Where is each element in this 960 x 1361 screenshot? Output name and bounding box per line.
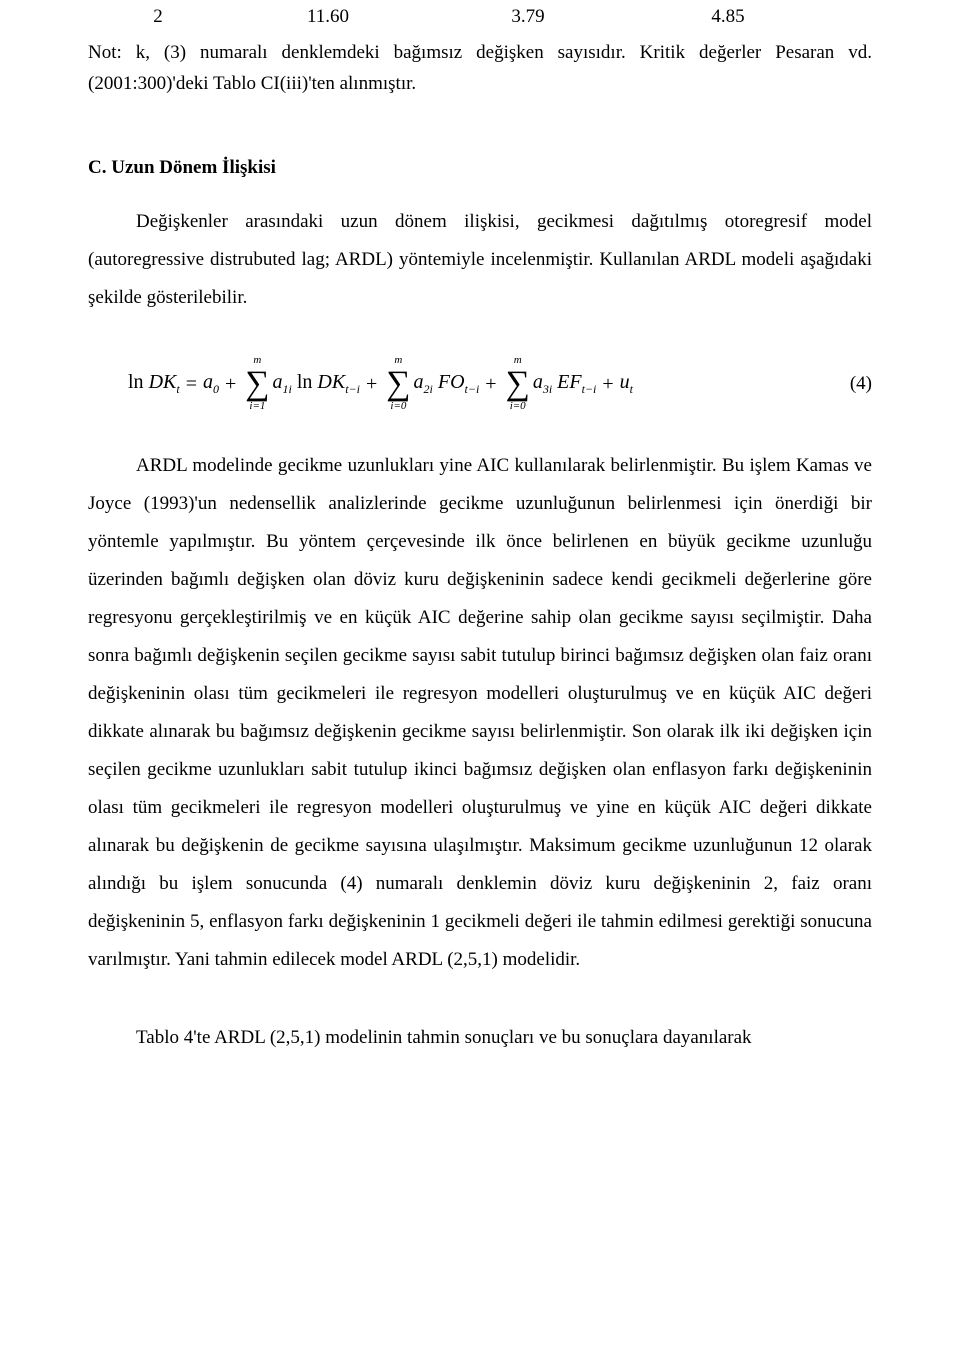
page: 2 11.60 3.79 4.85 Not: k, (3) numaralı d…: [0, 0, 960, 1361]
table-note: Not: k, (3) numaralı denklemdeki bağımsı…: [88, 38, 872, 99]
eq-sub-tmi-2: t−i: [465, 382, 480, 396]
eq-fo: FO: [438, 371, 465, 393]
eq-a2: a: [414, 371, 424, 393]
eq-plus-1: +: [225, 373, 236, 396]
table-cell-k: 2: [88, 2, 228, 32]
eq-term-3: a3i EFt−i: [533, 371, 597, 397]
eq-sub-tmi-1: t−i: [345, 382, 360, 396]
eq-plus-3: +: [485, 373, 496, 396]
table-row: 2 11.60 3.79 4.85: [88, 0, 872, 32]
eq-sub-2i: 2i: [424, 382, 433, 396]
eq-ef: EF: [557, 371, 581, 393]
eq-sub-1i: 1i: [283, 382, 292, 396]
main-paragraph: ARDL modelinde gecikme uzunlukları yine …: [88, 447, 872, 979]
eq-plus-2: +: [366, 373, 377, 396]
eq-dk: DK: [149, 371, 177, 393]
eq-sum2-bot: i=0: [390, 401, 406, 413]
eq-equals: =: [186, 373, 197, 396]
section-heading: C. Uzun Dönem İlişkisi: [88, 157, 872, 179]
tail-paragraph: Tablo 4'te ARDL (2,5,1) modelinin tahmin…: [88, 1019, 872, 1057]
eq-term-2: a2i FOt−i: [414, 371, 480, 397]
eq-u-sub: t: [630, 382, 633, 396]
intro-paragraph: Değişkenler arasındaki uzun dönem ilişki…: [88, 203, 872, 317]
eq-a1: a: [273, 371, 283, 393]
eq-part-lhs: ln DKt: [128, 371, 180, 397]
eq-sub-3i: 3i: [543, 382, 552, 396]
equation-number: (4): [850, 373, 872, 395]
table-cell-crithigh: 4.85: [628, 2, 828, 32]
eq-dk2: DK: [317, 371, 345, 393]
eq-a: a: [203, 371, 213, 393]
table-cell-fstat: 11.60: [228, 2, 428, 32]
eq-term-1: a1i ln DKt−i: [273, 371, 360, 397]
eq-ln-2: ln: [297, 371, 313, 393]
eq-a3: a: [533, 371, 543, 393]
eq-sum-3: m ∑ i=0: [506, 355, 530, 413]
eq-sum-2: m ∑ i=0: [386, 355, 410, 413]
eq-sub-t: t: [176, 382, 179, 396]
eq-u-sym: u: [620, 371, 630, 393]
equation: ln DKt = a0 + m ∑ i=1 a1i ln DKt−i +: [88, 349, 872, 419]
eq-sum-1: m ∑ i=1: [245, 355, 269, 413]
sigma-icon: ∑: [386, 367, 410, 401]
eq-sub-tmi-3: t−i: [582, 382, 597, 396]
eq-sum1-bot: i=1: [249, 401, 265, 413]
table-cell-critlow: 3.79: [428, 2, 628, 32]
eq-plus-4: +: [602, 373, 613, 396]
sigma-icon: ∑: [245, 367, 269, 401]
eq-sub-0: 0: [213, 382, 219, 396]
eq-ln: ln: [128, 371, 144, 393]
eq-sum3-bot: i=0: [510, 401, 526, 413]
eq-a0: a0: [203, 371, 219, 397]
eq-u: ut: [620, 371, 633, 397]
sigma-icon: ∑: [506, 367, 530, 401]
